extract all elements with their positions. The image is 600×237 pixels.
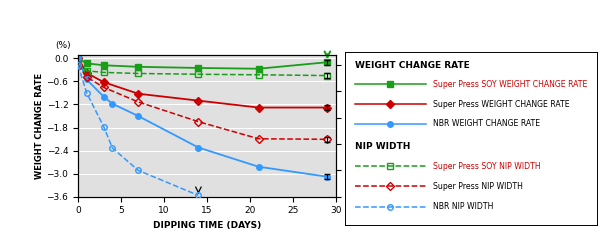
- X-axis label: DIPPING TIME (DAYS): DIPPING TIME (DAYS): [153, 221, 261, 230]
- Text: WEIGHT CHANGE RATE: WEIGHT CHANGE RATE: [355, 61, 470, 70]
- Text: Super Press SOY WEIGHT CHANGE RATE: Super Press SOY WEIGHT CHANGE RATE: [433, 80, 587, 89]
- Text: Super Press SOY NIP WIDTH: Super Press SOY NIP WIDTH: [433, 162, 541, 171]
- Text: Super Press NIP WIDTH: Super Press NIP WIDTH: [433, 182, 523, 191]
- Text: Super Press Soy  shows its excellency against Soybean Ink.: Super Press Soy shows its excellency aga…: [215, 21, 566, 31]
- Text: NBR NIP WIDTH: NBR NIP WIDTH: [433, 202, 494, 211]
- Text: NBR WEIGHT CHANGE RATE: NBR WEIGHT CHANGE RATE: [433, 119, 541, 128]
- Text: (mm): (mm): [372, 60, 397, 69]
- Y-axis label: WEIGHT CHANGE RATE: WEIGHT CHANGE RATE: [35, 73, 44, 179]
- Text: NIP WIDTH: NIP WIDTH: [355, 142, 410, 151]
- Text: Super Press WEIGHT CHANGE RATE: Super Press WEIGHT CHANGE RATE: [433, 100, 570, 109]
- Text: (%): (%): [55, 41, 70, 50]
- Y-axis label: NIP WIDTH: NIP WIDTH: [354, 100, 363, 151]
